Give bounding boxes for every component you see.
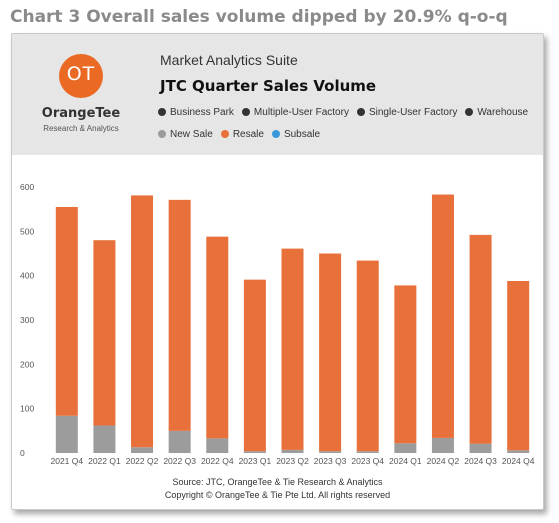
- bar-resale: [356, 260, 379, 452]
- legend-dot-icon: [241, 108, 250, 116]
- x-tick-label: 2024 Q2: [427, 456, 460, 466]
- y-tick-label: 100: [20, 404, 34, 414]
- chart-header-band: OT OrangeTee Research & Analytics Market…: [12, 34, 543, 155]
- logo-tagline: Research & Analytics: [43, 124, 119, 133]
- y-tick-label: 300: [20, 315, 34, 325]
- bar-resale: [319, 253, 342, 452]
- legend-dot-icon: [158, 108, 166, 116]
- bar-resale: [93, 240, 116, 426]
- x-tick-label: 2022 Q3: [163, 456, 196, 466]
- bar-new-sale: [281, 449, 304, 453]
- x-tick-label: 2022 Q2: [126, 456, 159, 466]
- copyright-note: Copyright © OrangeTee & Tie Pte Ltd. All…: [164, 490, 391, 500]
- legend-series-item[interactable]: Resale: [220, 129, 264, 140]
- bar-chart-plot: 0 100 200 300 400 500 600 2021 Q4 2022 Q1 2022 Q2…: [20, 182, 535, 466]
- legend-filter-row: Business Park Multiple-User Factory Single…: [158, 102, 536, 118]
- y-tick-label: 400: [20, 271, 34, 281]
- bar-new-sale: [356, 451, 379, 453]
- x-tick-label: 2023 Q2: [276, 456, 309, 466]
- bar-new-sale: [431, 437, 454, 453]
- legend-series-item[interactable]: New Sale: [158, 129, 213, 140]
- bar-resale: [394, 285, 417, 444]
- bar-new-sale: [55, 415, 78, 453]
- y-tick-label: 500: [20, 226, 34, 236]
- bar-new-sale: [168, 430, 191, 453]
- bar-resale: [243, 279, 266, 452]
- legend-dot-icon: [356, 108, 365, 116]
- bar-new-sale: [93, 425, 116, 453]
- legend-dot-icon: [465, 108, 474, 116]
- legend-dot-icon: [220, 130, 229, 138]
- source-note: Source: JTC, OrangeTee & Tie Research & …: [172, 477, 383, 487]
- chart-card: OT OrangeTee Research & Analytics Market…: [11, 33, 544, 510]
- x-tick-label: 2023 Q1: [239, 456, 272, 466]
- chart-headline: Chart 3 Overall sales volume dipped by 2…: [10, 7, 508, 27]
- legend-filter-label: Business Park: [170, 107, 234, 118]
- x-tick-label: 2024 Q1: [389, 456, 422, 466]
- legend-filter-item[interactable]: Multiple-User Factory: [241, 107, 349, 118]
- legend-dot-icon: [158, 130, 166, 138]
- legend-filter-label: Single-User Factory: [368, 107, 458, 118]
- bar-resale: [55, 206, 78, 416]
- bar-new-sale: [206, 438, 229, 453]
- bar-new-sale: [469, 443, 492, 453]
- bar-resale: [206, 236, 229, 439]
- bar-resale: [131, 195, 154, 448]
- legend-filter-item[interactable]: Warehouse: [465, 107, 528, 118]
- bar-resale: [507, 280, 530, 451]
- x-tick-label: 2024 Q4: [502, 456, 535, 466]
- chart-title: JTC Quarter Sales Volume: [160, 77, 377, 95]
- x-tick-label: 2022 Q1: [88, 456, 121, 466]
- bar-resale: [469, 234, 492, 444]
- legend-series-label: Subsale: [283, 129, 321, 140]
- bar-new-sale: [319, 451, 342, 453]
- bar-resale: [168, 199, 191, 431]
- x-tick-label: 2021 Q4: [50, 456, 83, 466]
- bar-new-sale: [131, 447, 154, 453]
- y-tick-label: 200: [20, 359, 34, 369]
- legend-filter-label: Warehouse: [477, 107, 529, 118]
- legend-series-label: Resale: [232, 129, 264, 140]
- logo-wordmark: OrangeTee: [41, 106, 121, 121]
- app-title: Market Analytics Suite: [160, 52, 298, 68]
- logo-monogram-icon: OT: [59, 54, 103, 98]
- legend-filter-label: Multiple-User Factory: [253, 107, 349, 118]
- legend-filter-item[interactable]: Single-User Factory: [356, 107, 458, 118]
- x-tick-label: 2023 Q4: [351, 456, 384, 466]
- legend-series-row: New Sale Resale Subsale: [158, 124, 328, 140]
- x-tick-label: 2024 Q3: [464, 456, 497, 466]
- legend-filter-item[interactable]: Business Park: [158, 107, 234, 118]
- bar-resale: [431, 194, 454, 438]
- logo-monogram: OT: [66, 63, 96, 85]
- legend-dot-icon: [271, 130, 280, 138]
- y-tick-label: 0: [20, 448, 25, 458]
- legend-series-label: New Sale: [170, 129, 213, 140]
- x-tick-label: 2022 Q4: [201, 456, 234, 466]
- x-tick-label: 2023 Q3: [314, 456, 347, 466]
- bar-resale: [281, 248, 304, 450]
- bar-new-sale: [507, 450, 530, 453]
- bar-new-sale: [243, 451, 266, 453]
- y-tick-label: 600: [20, 182, 34, 192]
- legend-series-item[interactable]: Subsale: [271, 129, 321, 140]
- bar-new-sale: [394, 443, 417, 453]
